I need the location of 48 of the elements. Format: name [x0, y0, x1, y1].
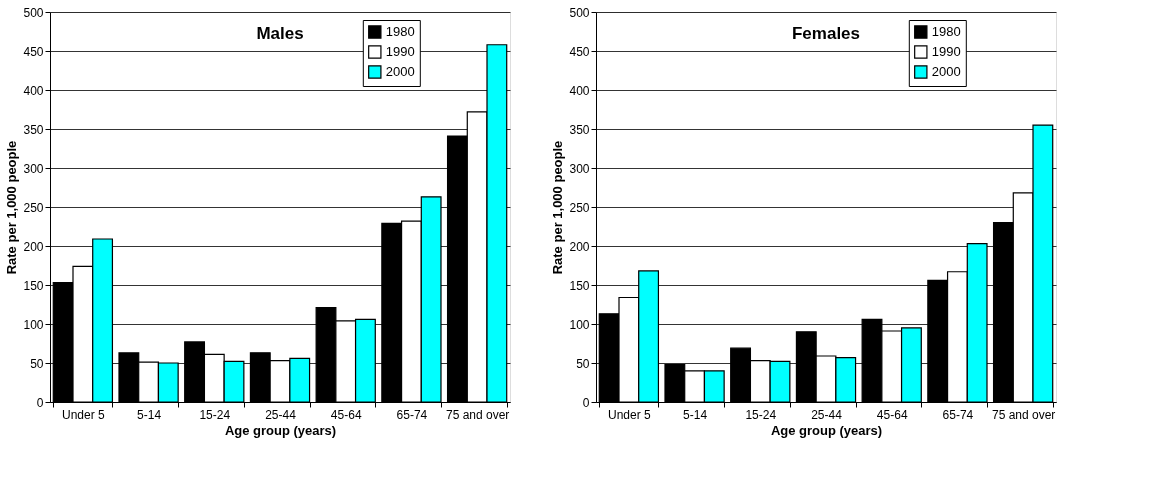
x-axis-title: Age group (years)	[770, 422, 883, 438]
y-tick-label: 400	[23, 83, 44, 98]
y-tick-label: 250	[23, 200, 44, 215]
y-tick-label: 350	[569, 122, 590, 137]
x-tick-label: 5-14	[137, 407, 162, 422]
y-tick-label: 150	[569, 278, 590, 293]
x-axis-title: Age group (years)	[224, 422, 337, 438]
y-tick-label: 450	[23, 44, 44, 59]
y-tick-label: 0	[36, 395, 44, 410]
legend-label: 1980	[385, 24, 415, 39]
x-tick-label: 75 and over	[991, 407, 1056, 422]
y-tick-label: 200	[569, 239, 590, 254]
y-tick-label: 350	[23, 122, 44, 137]
y-tick-label: 300	[23, 161, 44, 176]
legend-label: 2000	[385, 64, 415, 79]
x-tick-label: 25-44	[265, 407, 297, 422]
text: Males	[256, 24, 304, 43]
text: Females	[791, 24, 861, 43]
legend-label: 1990	[931, 44, 961, 59]
x-tick-label: 15-24	[199, 407, 231, 422]
x-tick-label: Under 5	[608, 407, 652, 422]
y-tick-label: 500	[23, 5, 44, 20]
y-tick-label: 200	[23, 239, 44, 254]
x-tick-label: 65-74	[396, 407, 428, 422]
y-tick-label: 450	[569, 44, 590, 59]
y-tick-label: 0	[582, 395, 590, 410]
x-tick-label: 15-24	[745, 407, 777, 422]
legend-label: 1980	[931, 24, 961, 39]
x-tick-label: 5-14	[683, 407, 708, 422]
y-axis-title: Rate per 1,000 people	[550, 140, 566, 275]
y-tick-label: 100	[569, 317, 590, 332]
y-axis-title: Rate per 1,000 people	[4, 140, 20, 275]
x-tick-label: 75 and over	[445, 407, 510, 422]
y-tick-label: 100	[23, 317, 44, 332]
x-tick-label: 65-74	[942, 407, 974, 422]
x-tick-label: 45-64	[330, 407, 362, 422]
y-tick-label: 300	[569, 161, 590, 176]
y-tick-label: 250	[569, 200, 590, 215]
legend-label: 1990	[385, 44, 415, 59]
y-tick-label: 400	[569, 83, 590, 98]
x-tick-label: 45-64	[876, 407, 908, 422]
legend-label: 2000	[931, 64, 961, 79]
y-tick-label: 500	[569, 5, 590, 20]
y-tick-label: 50	[576, 356, 590, 371]
x-tick-label: 25-44	[811, 407, 843, 422]
y-tick-label: 150	[23, 278, 44, 293]
x-tick-label: Under 5	[62, 407, 106, 422]
y-tick-label: 50	[30, 356, 44, 371]
